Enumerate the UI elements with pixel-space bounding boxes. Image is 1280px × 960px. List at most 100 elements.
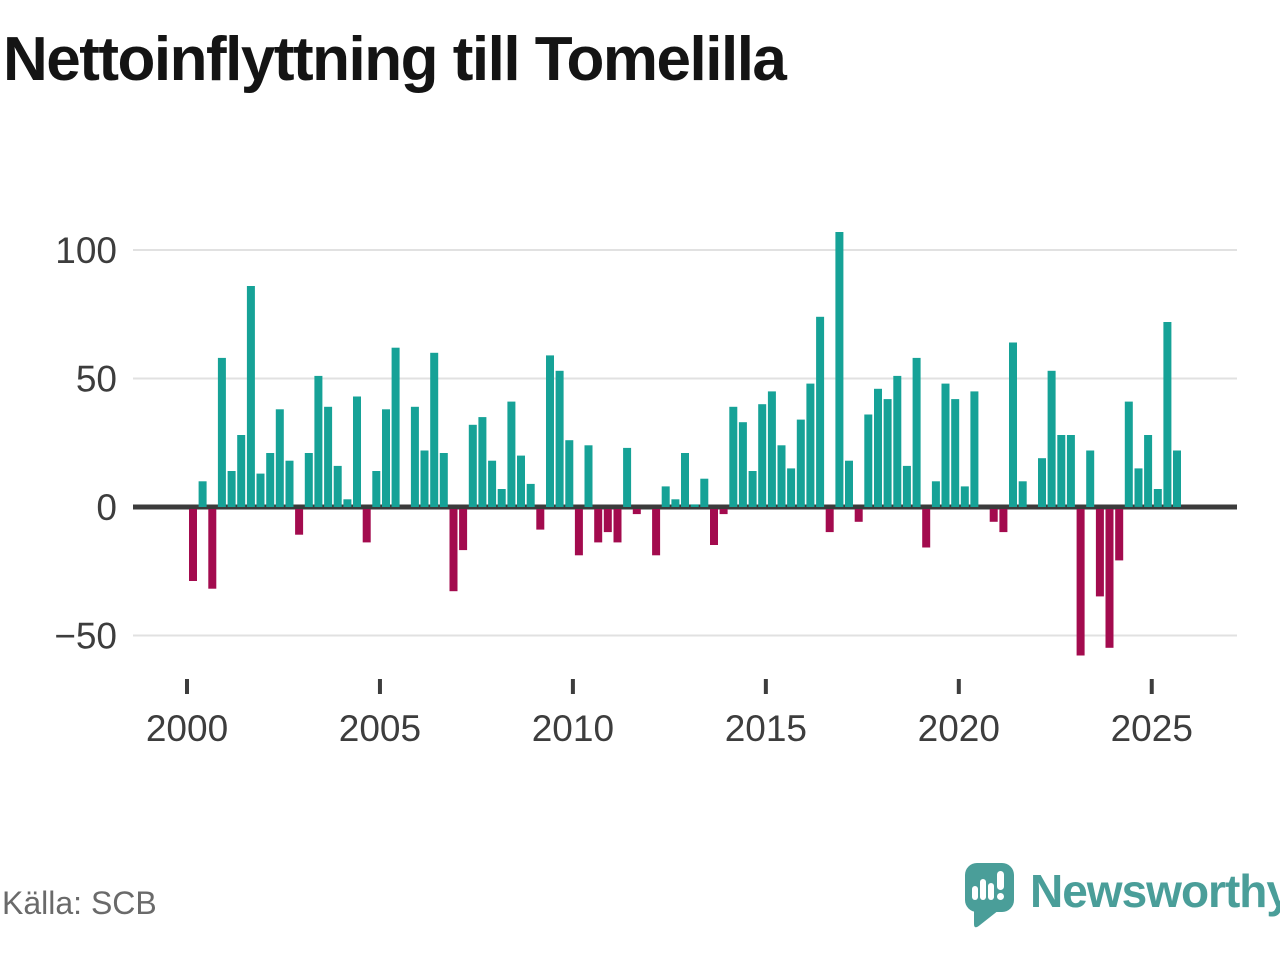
bar-positive <box>671 499 680 507</box>
bar-positive <box>787 468 796 507</box>
bar-negative <box>989 509 998 522</box>
bar-negative <box>449 509 458 592</box>
exclamation-bar <box>997 871 1004 890</box>
bar-positive <box>266 453 275 507</box>
source-note: Källa: SCB <box>2 885 157 921</box>
bar-positive <box>777 445 786 507</box>
bar-positive <box>353 396 361 507</box>
bar-positive <box>246 286 255 507</box>
bar-negative <box>632 509 641 515</box>
bar-positive <box>217 357 226 507</box>
bar-positive <box>1153 489 1162 507</box>
bar-positive <box>661 486 670 507</box>
bar-positive <box>198 481 207 507</box>
bar-negative <box>208 509 217 589</box>
bar-positive <box>883 399 892 507</box>
bar-positive <box>1066 435 1075 507</box>
bar-positive <box>902 465 911 507</box>
x-tick-label: 2015 <box>725 708 807 749</box>
x-tick-label: 2025 <box>1111 708 1193 749</box>
bar-negative <box>922 509 931 548</box>
bar-positive <box>1144 435 1153 507</box>
bar-positive <box>1134 468 1143 507</box>
bar-positive <box>835 232 844 507</box>
bar-positive <box>517 455 525 507</box>
bar-positive <box>700 478 709 507</box>
bar-positive <box>748 471 757 507</box>
bar-negative <box>574 509 583 556</box>
bar-positive <box>1124 401 1133 507</box>
x-tick-label: 2000 <box>146 708 228 749</box>
bar-negative <box>854 509 863 522</box>
y-tick-label: −50 <box>54 616 117 657</box>
y-tick-label: 50 <box>76 359 117 400</box>
bar-negative <box>719 509 728 515</box>
bar-positive <box>420 450 429 507</box>
bar-negative <box>594 509 603 543</box>
bar-positive <box>526 483 535 507</box>
bar-positive <box>874 388 882 507</box>
bar-negative <box>295 509 304 535</box>
bar-negative <box>710 509 718 545</box>
newsworthy-wordmark: Newsworthy <box>1030 865 1280 917</box>
bar-positive <box>304 453 313 507</box>
bar-positive <box>343 499 352 507</box>
badge-tail <box>974 904 999 928</box>
bar-negative <box>459 509 468 551</box>
bar-positive <box>488 460 497 507</box>
bar-positive <box>1086 450 1095 507</box>
bar-positive <box>1018 481 1027 507</box>
bar-positive <box>372 471 381 507</box>
bar-positive <box>555 370 564 507</box>
bar-positive <box>285 460 294 507</box>
bar-negative <box>189 509 197 581</box>
bar-positive <box>941 383 950 507</box>
y-tick-label: 100 <box>55 230 117 271</box>
x-tick-label: 2020 <box>918 708 1000 749</box>
bar-positive <box>391 347 400 507</box>
bar-negative <box>536 509 545 530</box>
bar-positive <box>1009 342 1017 507</box>
bar-negative <box>825 509 834 533</box>
bar-positive <box>931 481 940 507</box>
bar-positive <box>767 391 776 507</box>
bar-positive <box>227 471 236 507</box>
bar-positive <box>565 440 574 507</box>
bar-positive <box>382 409 390 507</box>
bar-positive <box>439 453 448 507</box>
bar-positive <box>681 453 689 507</box>
bar-positive <box>845 460 853 507</box>
bar-positive <box>960 486 969 507</box>
bar-positive <box>314 375 323 507</box>
bar-positive <box>324 406 333 507</box>
bar-positive <box>1038 458 1046 507</box>
bar-positive <box>951 399 960 507</box>
bar-positive <box>729 406 738 507</box>
bar-positive <box>1057 435 1066 507</box>
bar-positive <box>864 414 873 507</box>
bars <box>189 232 1181 656</box>
y-tick-label: 0 <box>96 487 117 528</box>
bar-negative <box>1095 509 1104 597</box>
bar-positive <box>333 465 342 507</box>
chart-title: Nettoinflyttning till Tomelilla <box>3 25 787 94</box>
bar-positive <box>690 504 699 507</box>
bar-positive <box>912 357 921 507</box>
bar-positive <box>970 391 979 507</box>
bar-positive <box>816 316 825 507</box>
bar-positive <box>478 417 487 507</box>
exclamation-dot <box>997 893 1004 900</box>
bar-positive <box>1163 322 1172 507</box>
x-tick-label: 2010 <box>532 708 614 749</box>
bar-positive <box>796 419 805 507</box>
bar-positive <box>546 355 554 507</box>
bar-positive <box>806 383 815 507</box>
mini-bar-1 <box>972 886 978 900</box>
bar-positive <box>430 352 439 507</box>
bar-negative <box>652 509 661 556</box>
bar-positive <box>507 401 516 507</box>
x-tick-label: 2005 <box>339 708 421 749</box>
bar-positive <box>497 489 506 507</box>
